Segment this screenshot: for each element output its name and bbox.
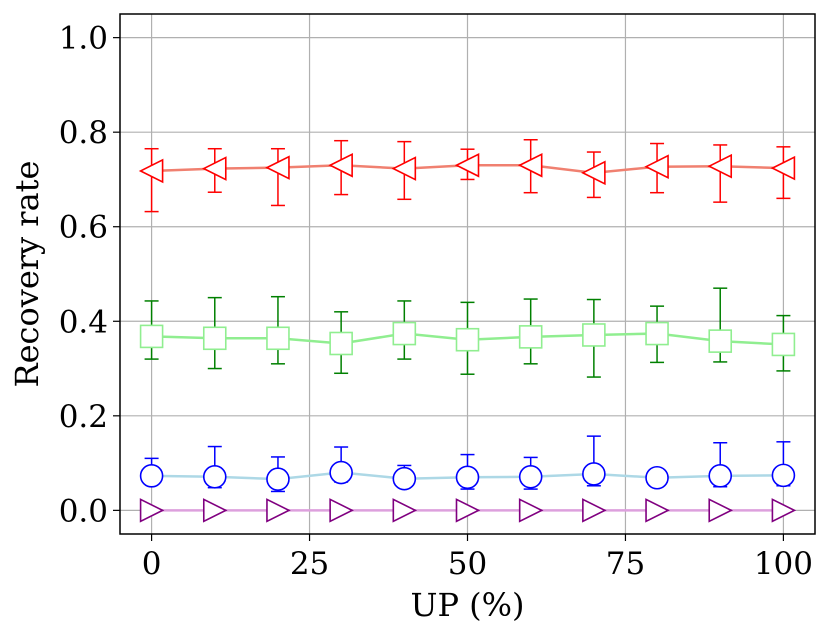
data-point <box>265 155 290 180</box>
y-tick-label: 0.2 <box>59 399 108 435</box>
data-point <box>582 462 606 486</box>
ticks: 0 25 50 75 100 0.0 0.2 0.4 0.6 0.8 1.0 <box>59 21 813 582</box>
data-point <box>139 498 165 523</box>
data-point <box>139 324 164 349</box>
y-tick-label: 0.8 <box>59 115 108 151</box>
data-point <box>771 332 796 357</box>
data-point <box>391 156 417 181</box>
series-4 <box>139 498 797 523</box>
data-point <box>518 498 544 523</box>
y-tick-label: 0.4 <box>59 304 108 340</box>
data-point <box>266 326 290 351</box>
data-point <box>201 156 227 181</box>
data-point <box>454 152 480 178</box>
data-point <box>202 464 227 489</box>
data-point <box>771 463 796 488</box>
data-point <box>582 498 607 523</box>
data-point <box>329 498 354 523</box>
data-point <box>708 329 733 353</box>
data-point <box>581 160 606 186</box>
data-point <box>139 464 164 488</box>
data-point <box>770 155 796 181</box>
data-point <box>329 331 353 356</box>
data-point <box>138 158 164 184</box>
y-tick-label: 1.0 <box>59 21 108 57</box>
data-point <box>455 327 480 352</box>
data-point <box>518 464 543 489</box>
data-point <box>328 152 353 178</box>
data-point <box>645 465 669 490</box>
x-tick-label: 25 <box>290 546 329 582</box>
data-point <box>392 466 417 491</box>
data-point <box>707 153 733 179</box>
x-axis-label: UP (%) <box>410 586 524 624</box>
series-1 <box>138 138 796 213</box>
y-tick-label: 0.0 <box>59 493 108 529</box>
data-point <box>771 498 797 523</box>
data-point <box>329 460 353 485</box>
data-point <box>392 498 418 523</box>
data-point <box>517 152 543 178</box>
data-point <box>708 498 734 523</box>
data-point <box>202 498 228 523</box>
x-tick-label: 75 <box>606 546 645 582</box>
data-point <box>582 323 606 347</box>
series-3 <box>139 435 796 493</box>
data-point <box>392 321 417 346</box>
data-point <box>645 321 669 346</box>
data-point <box>708 464 733 488</box>
data-point <box>266 498 291 523</box>
data-point <box>518 325 543 349</box>
data-point <box>455 465 480 490</box>
x-tick-label: 0 <box>142 546 162 582</box>
y-tick-label: 0.6 <box>59 210 108 246</box>
data-point <box>455 498 481 523</box>
series-layer <box>138 138 797 523</box>
data-point <box>202 326 227 351</box>
data-point <box>266 467 290 491</box>
y-axis-label: Recovery rate <box>8 161 46 388</box>
x-tick-label: 50 <box>448 546 487 582</box>
data-point <box>645 498 670 523</box>
series-2 <box>139 287 796 378</box>
x-tick-label: 100 <box>754 546 813 582</box>
data-point <box>644 154 669 179</box>
